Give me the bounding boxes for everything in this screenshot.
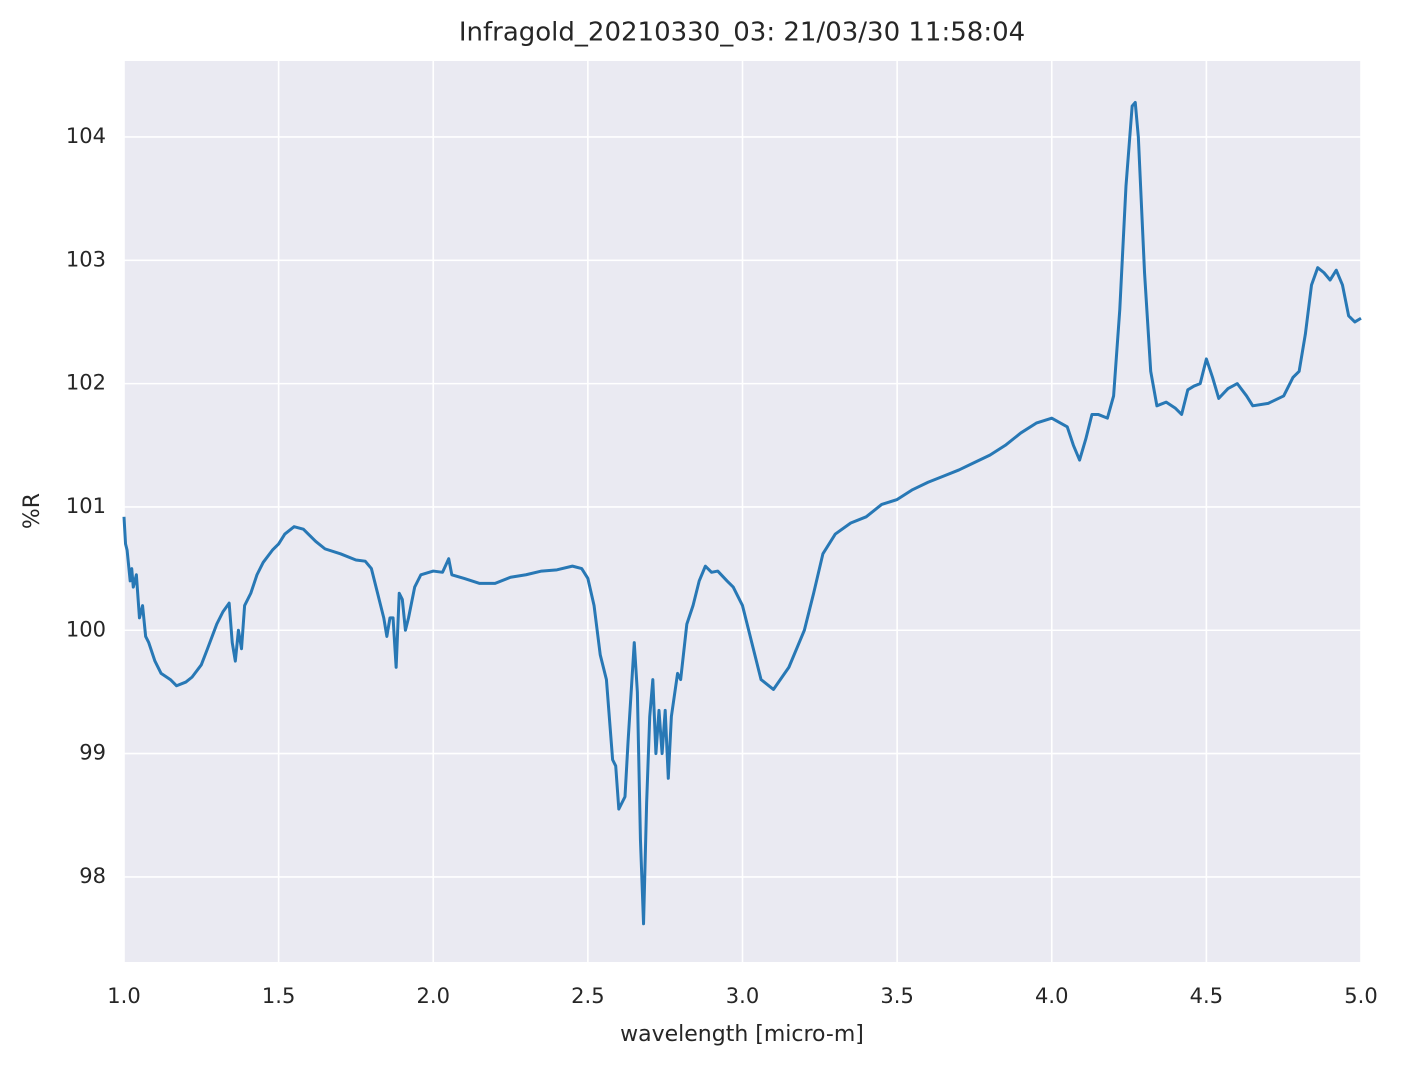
y-axis-label: %R bbox=[20, 493, 45, 529]
y-tick-label: 98 bbox=[79, 864, 106, 888]
x-tick-label: 3.5 bbox=[880, 984, 913, 1008]
x-tick-label: 3.0 bbox=[726, 984, 759, 1008]
x-tick-label: 2.5 bbox=[571, 984, 604, 1008]
y-tick-label: 100 bbox=[66, 617, 106, 641]
x-tick-label: 1.0 bbox=[107, 984, 140, 1008]
x-tick-label: 2.0 bbox=[417, 984, 450, 1008]
y-tick-label: 102 bbox=[66, 371, 106, 395]
y-tick-label: 103 bbox=[66, 247, 106, 271]
y-tick-label: 104 bbox=[66, 124, 106, 148]
data-line bbox=[122, 100, 1362, 926]
x-tick-label: 4.0 bbox=[1035, 984, 1068, 1008]
y-tick-label: 99 bbox=[79, 741, 106, 765]
x-tick-label: 5.0 bbox=[1344, 984, 1377, 1008]
x-axis-label: wavelength [micro-m] bbox=[620, 1022, 864, 1047]
x-tick-label: 4.5 bbox=[1190, 984, 1223, 1008]
chart-title: Infragold_20210330_03: 21/03/30 11:58:04 bbox=[459, 18, 1025, 48]
y-tick-label: 101 bbox=[66, 494, 106, 518]
x-tick-label: 1.5 bbox=[262, 984, 295, 1008]
